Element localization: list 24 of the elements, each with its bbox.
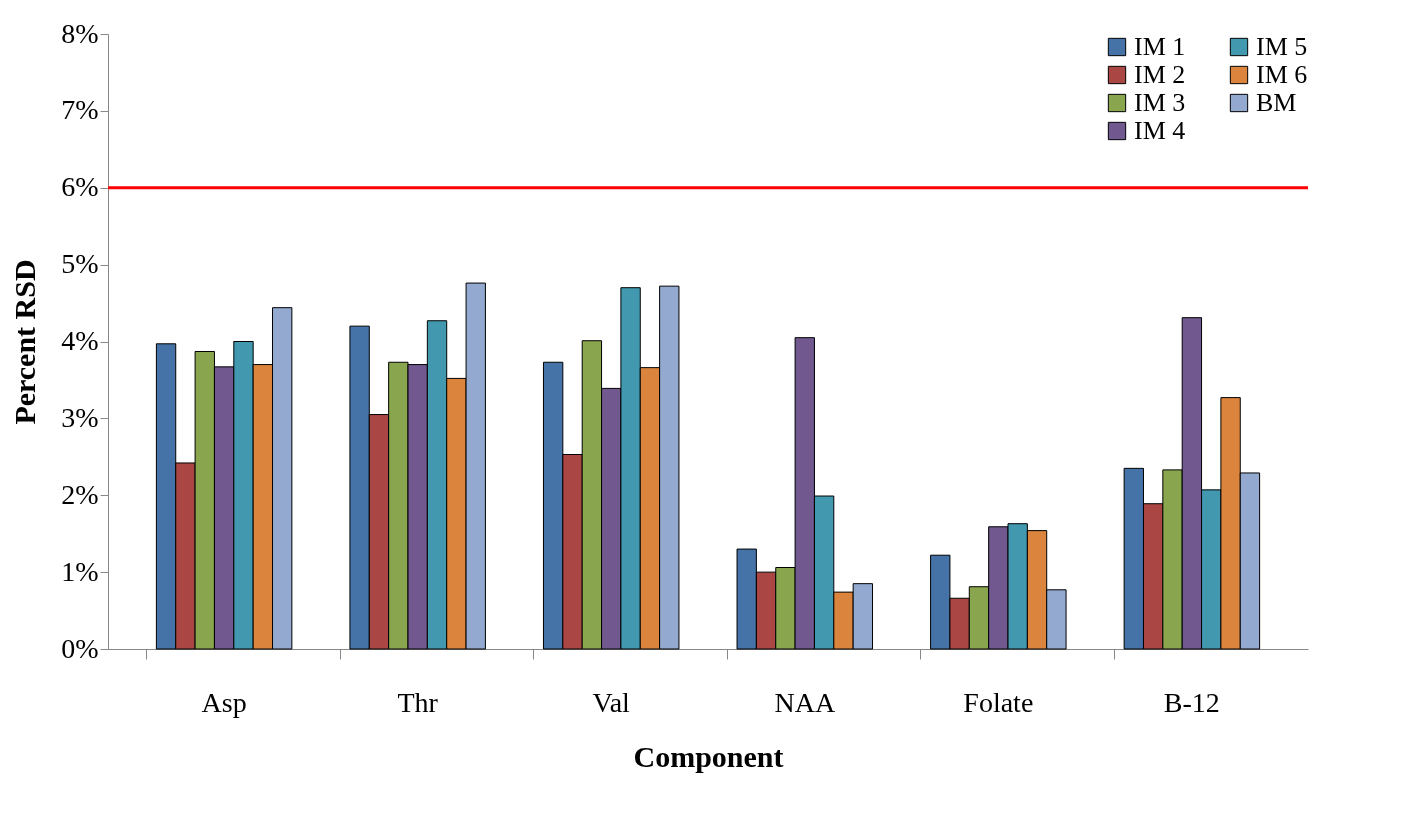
y-axis-title: Percent RSD — [8, 259, 42, 425]
legend-label: IM 3 — [1134, 88, 1186, 117]
legend-label: IM 2 — [1134, 60, 1186, 89]
y-tick-label: 0% — [61, 632, 99, 664]
legend-label: IM 4 — [1134, 116, 1186, 145]
x-tick-label: Asp — [201, 686, 247, 718]
y-tick-label: 8% — [61, 17, 99, 49]
x-tick-label: Folate — [963, 686, 1034, 718]
x-tick-label: Val — [592, 686, 631, 718]
x-tick-label: Thr — [397, 686, 439, 718]
x-tick-label: NAA — [774, 686, 836, 718]
y-tick-label: 3% — [61, 401, 99, 433]
x-tick-label: B-12 — [1163, 686, 1220, 718]
y-tick-label: 4% — [61, 325, 99, 356]
legend-label: IM 1 — [1134, 32, 1186, 61]
legend-label: IM 6 — [1256, 60, 1308, 89]
legend-label: IM 5 — [1256, 32, 1308, 61]
y-tick-label: 2% — [61, 478, 99, 510]
y-tick-label: 7% — [61, 94, 99, 126]
y-tick-label: 5% — [61, 248, 99, 280]
x-axis-title: Component — [633, 739, 784, 773]
legend-label: BM — [1256, 88, 1297, 117]
y-tick-label: 6% — [61, 171, 99, 203]
y-tick-label: 1% — [61, 555, 99, 587]
